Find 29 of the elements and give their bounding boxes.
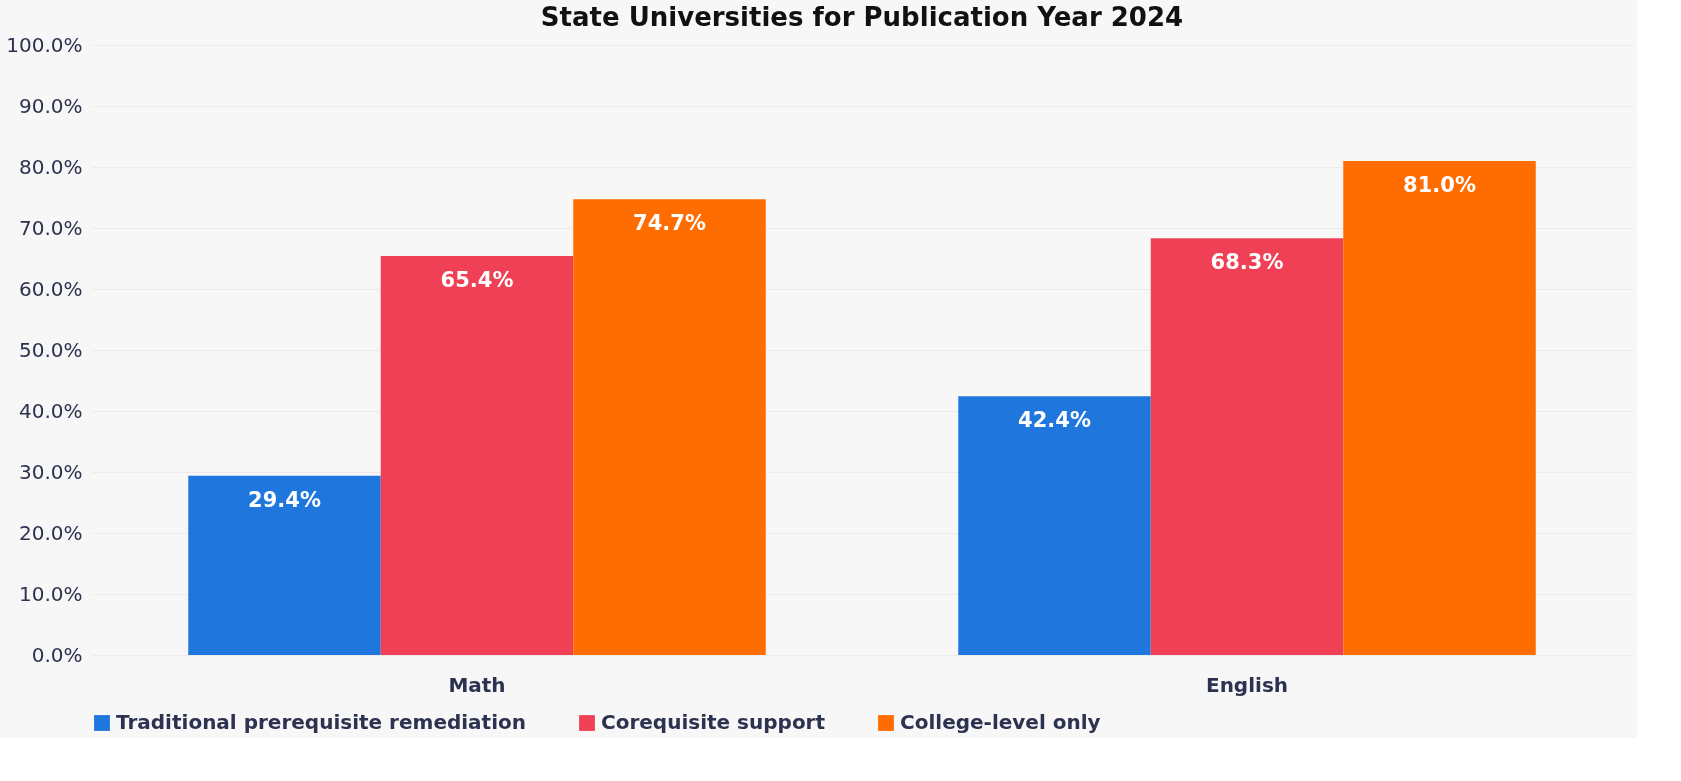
bar <box>380 256 574 655</box>
legend-label: Corequisite support <box>601 710 826 734</box>
y-tick-label: 20.0% <box>18 520 83 545</box>
y-tick-label: 0.0% <box>31 642 83 667</box>
x-tick-label: English <box>1205 672 1289 697</box>
data-label: 74.7% <box>633 211 706 236</box>
bar <box>188 475 381 655</box>
chart-title: State Universities for Publication Year 2024 <box>540 2 1184 32</box>
bar <box>958 396 1151 655</box>
y-tick-label: 10.0% <box>18 581 83 606</box>
data-label: 68.3% <box>1210 250 1284 275</box>
data-label: 29.4% <box>248 487 321 512</box>
data-label: 42.4% <box>1018 408 1091 433</box>
legend-label: Traditional prerequisite remediation <box>116 710 527 734</box>
data-label: 81.0% <box>1403 172 1476 197</box>
legend-label: College-level only <box>900 710 1101 734</box>
y-tick-label: 50.0% <box>18 337 83 362</box>
bar <box>1343 160 1536 655</box>
y-tick-label: 70.0% <box>18 215 83 240</box>
y-tick-label: 40.0% <box>18 398 83 423</box>
y-tick-label: 100.0% <box>6 32 83 57</box>
y-tick-label: 30.0% <box>18 459 83 484</box>
data-label: 65.4% <box>440 268 514 293</box>
x-tick-label: Math <box>448 672 506 697</box>
bar <box>1150 238 1344 655</box>
y-tick-label: 60.0% <box>18 276 83 301</box>
bar <box>573 199 766 655</box>
y-tick-label: 90.0% <box>18 93 83 118</box>
y-tick-label: 80.0% <box>18 154 83 179</box>
